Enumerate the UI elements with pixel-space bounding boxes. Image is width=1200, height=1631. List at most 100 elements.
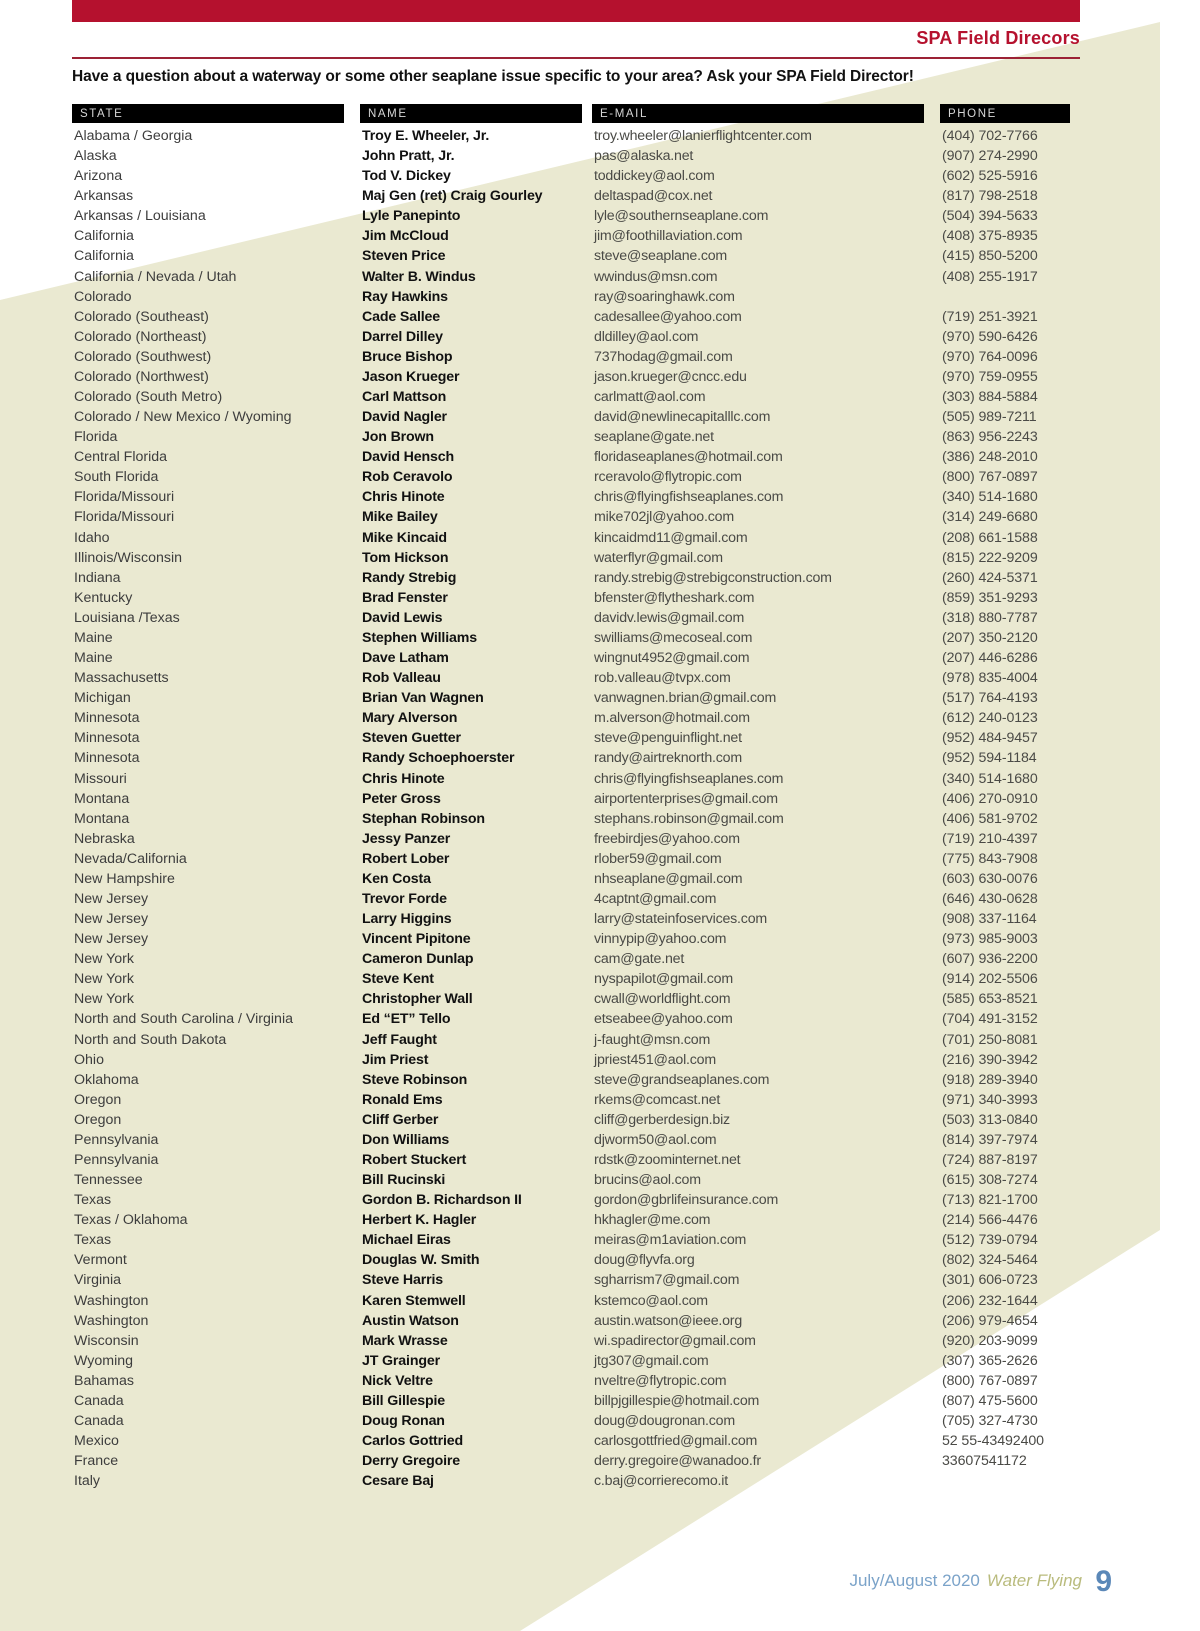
cell-email[interactable]: c.baj@corrierecomo.it: [594, 1473, 728, 1490]
cell-email[interactable]: gordon@gbrlifeinsurance.com: [594, 1192, 779, 1209]
cell-email[interactable]: airportenterprises@gmail.com: [594, 790, 778, 807]
cell-email[interactable]: seaplane@gate.net: [594, 429, 714, 446]
cell-name: Ed “ET” Tello: [362, 1011, 451, 1028]
cell-email[interactable]: rlober59@gmail.com: [594, 850, 722, 867]
cell-email[interactable]: hkhagler@me.com: [594, 1212, 711, 1229]
cell-email[interactable]: cwall@worldflight.com: [594, 991, 731, 1008]
table-row: Texas Gordon B. Richardson II gordon@gbrli…: [72, 1190, 1072, 1210]
cell-email[interactable]: jason.krueger@cncc.edu: [594, 368, 747, 385]
cell-email[interactable]: cam@gate.net: [594, 951, 685, 968]
cell-email[interactable]: jtg307@gmail.com: [594, 1352, 709, 1369]
cell-email[interactable]: billpjgillespie@hotmail.com: [594, 1392, 760, 1409]
cell-email[interactable]: rdstk@zoominternet.net: [594, 1151, 741, 1168]
cell-phone: (406) 581-9702: [942, 810, 1038, 827]
cell-email[interactable]: meiras@m1aviation.com: [594, 1232, 747, 1249]
cell-email[interactable]: 737hodag@gmail.com: [594, 348, 733, 365]
cell-email[interactable]: 4captnt@gmail.com: [594, 890, 717, 907]
table-row: Oregon Cliff Gerber cliff@gerberdesign.biz…: [72, 1110, 1072, 1130]
table-row: Texas Michael Eiras meiras@m1aviation.com (…: [72, 1230, 1072, 1250]
cell-email[interactable]: steve@penguinflight.net: [594, 730, 742, 747]
cell-email[interactable]: cliff@gerberdesign.biz: [594, 1111, 730, 1128]
cell-email[interactable]: rob.valleau@tvpx.com: [594, 670, 731, 687]
cell-email[interactable]: etseabee@yahoo.com: [594, 1011, 733, 1028]
cell-email[interactable]: wwindus@msn.com: [594, 268, 718, 285]
cell-name: Carl Mattson: [362, 389, 447, 406]
cell-name: Steve Harris: [362, 1272, 444, 1289]
cell-phone: (303) 884-5884: [942, 389, 1038, 406]
cell-email[interactable]: brucins@aol.com: [594, 1172, 701, 1189]
cell-name: Jim McCloud: [362, 228, 449, 245]
cell-email[interactable]: troy.wheeler@lanierflightcenter.com: [594, 128, 812, 144]
cell-email[interactable]: ray@soaringhawk.com: [594, 288, 735, 305]
cell-phone: (504) 394-5633: [942, 208, 1038, 225]
cell-name: Robert Stuckert: [362, 1151, 467, 1168]
cell-state: Kentucky: [74, 589, 133, 606]
cell-email[interactable]: austin.watson@ieee.org: [594, 1312, 743, 1329]
cell-email[interactable]: nhseaplane@gmail.com: [594, 870, 743, 887]
cell-email[interactable]: doug@flyvfa.org: [594, 1252, 695, 1269]
cell-phone: (503) 313-0840: [942, 1111, 1038, 1128]
cell-email[interactable]: swilliams@mecoseal.com: [594, 629, 753, 646]
cell-email[interactable]: vinnypip@yahoo.com: [594, 931, 727, 948]
cell-email[interactable]: davidv.lewis@gmail.com: [594, 609, 745, 626]
cell-email[interactable]: chris@flyingfishseaplanes.com: [594, 770, 784, 787]
cell-email[interactable]: pas@alaska.net: [594, 148, 694, 165]
cell-email[interactable]: david@newlinecapitalllc.com: [594, 409, 771, 426]
cell-email[interactable]: larry@stateinfoservices.com: [594, 911, 767, 928]
cell-email[interactable]: j-faught@msn.com: [594, 1031, 711, 1048]
column-header-name: NAME: [360, 104, 582, 123]
cell-email[interactable]: steve@grandseaplanes.com: [594, 1071, 770, 1088]
cell-email[interactable]: nyspapilot@gmail.com: [594, 971, 733, 988]
cell-email[interactable]: jpriest451@aol.com: [594, 1051, 716, 1068]
cell-email[interactable]: deltaspad@cox.net: [594, 188, 713, 205]
cell-state: New York: [74, 951, 134, 968]
cell-email[interactable]: stephans.robinson@gmail.com: [594, 810, 784, 827]
cell-email[interactable]: derry.gregoire@wanadoo.fr: [594, 1453, 761, 1470]
cell-name: Tod V. Dickey: [362, 168, 451, 185]
cell-email[interactable]: chris@flyingfishseaplanes.com: [594, 489, 784, 506]
cell-email[interactable]: mike702jl@yahoo.com: [594, 509, 734, 526]
cell-email[interactable]: waterflyr@gmail.com: [594, 549, 723, 566]
cell-state: Colorado (Southeast): [74, 308, 209, 325]
cell-email[interactable]: steve@seaplane.com: [594, 248, 728, 265]
cell-email[interactable]: bfenster@flytheshark.com: [594, 589, 755, 606]
cell-email[interactable]: toddickey@aol.com: [594, 168, 715, 185]
cell-email[interactable]: vanwagnen.brian@gmail.com: [594, 690, 777, 707]
cell-email[interactable]: rceravolo@flytropic.com: [594, 469, 742, 486]
cell-name: Cesare Baj: [362, 1473, 434, 1490]
cell-email[interactable]: doug@dougronan.com: [594, 1413, 735, 1429]
cell-email[interactable]: rkems@comcast.net: [594, 1091, 721, 1108]
cell-state: Bahamas: [74, 1372, 134, 1389]
cell-name: Dave Latham: [362, 650, 449, 667]
cell-email[interactable]: randy.strebig@strebigconstruction.com: [594, 569, 832, 586]
cell-email[interactable]: carlmatt@aol.com: [594, 389, 706, 406]
cell-email[interactable]: lyle@southernseaplane.com: [594, 208, 769, 225]
cell-email[interactable]: kincaidmd11@gmail.com: [594, 529, 748, 546]
cell-name: Rob Valleau: [362, 670, 441, 687]
cell-email[interactable]: kstemco@aol.com: [594, 1292, 708, 1309]
cell-email[interactable]: wingnut4952@gmail.com: [594, 650, 750, 667]
cell-phone: (646) 430-0628: [942, 890, 1038, 907]
cell-email[interactable]: carlosgottfried@gmail.com: [594, 1433, 758, 1450]
table-row: Kentucky Brad Fenster bfenster@flytheshark…: [72, 588, 1072, 608]
cell-email[interactable]: jim@foothillaviation.com: [594, 228, 743, 245]
cell-email[interactable]: m.alverson@hotmail.com: [594, 710, 750, 727]
cell-email[interactable]: cadesallee@yahoo.com: [594, 308, 742, 325]
cell-email[interactable]: wi.spadirector@gmail.com: [594, 1332, 756, 1349]
cell-state: Alabama / Georgia: [74, 128, 193, 144]
cell-email[interactable]: dldilley@aol.com: [594, 328, 699, 345]
cell-name: David Hensch: [362, 449, 455, 466]
table-row: Florida/Missouri Mike Bailey mike702jl@yah…: [72, 507, 1072, 527]
cell-email[interactable]: sgharrism7@gmail.com: [594, 1272, 740, 1289]
cell-email[interactable]: djworm50@aol.com: [594, 1131, 717, 1148]
table-row: Montana Stephan Robinson stephans.robinson…: [72, 809, 1072, 829]
cell-phone: (386) 248-2010: [942, 449, 1038, 466]
cell-email[interactable]: freebirdjes@yahoo.com: [594, 830, 740, 847]
cell-email[interactable]: randy@airtreknorth.com: [594, 750, 742, 767]
cell-email[interactable]: nveltre@flytropic.com: [594, 1372, 727, 1389]
cell-phone: (970) 590-6426: [942, 328, 1038, 345]
cell-name: Karen Stemwell: [362, 1292, 466, 1309]
cell-phone: (914) 202-5506: [942, 971, 1038, 988]
cell-email[interactable]: floridaseaplanes@hotmail.com: [594, 449, 783, 466]
cell-state: Colorado: [74, 288, 132, 305]
